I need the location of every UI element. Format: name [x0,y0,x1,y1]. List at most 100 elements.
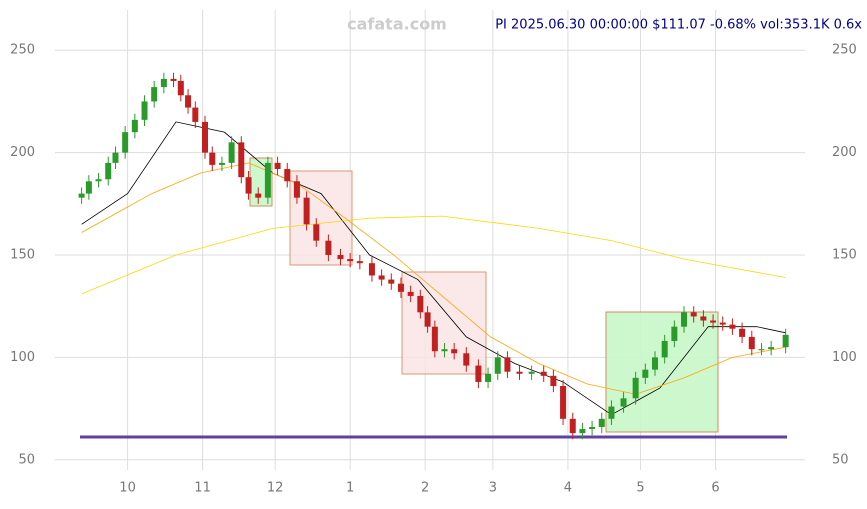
candle-body [397,283,404,292]
candle-body [131,119,138,133]
x-tick-label: 1 [346,481,354,496]
candle-body [356,261,363,264]
candle-body [671,326,678,341]
candle-body [758,349,765,351]
candle-body [652,357,658,370]
candle-body [347,259,354,262]
candle-body [451,349,458,354]
candle-body [463,353,470,366]
candle-body [85,181,92,194]
x-tick-label: 4 [564,481,572,496]
candle-body [170,78,177,81]
candle-body [378,275,385,280]
candle-body [122,132,129,153]
candle-body [598,418,605,427]
watermark: cafata.com [347,15,447,34]
candle-body [729,324,736,329]
candle-body [105,162,112,180]
candle-body [274,162,281,169]
candle-body [202,121,208,153]
candle-body [78,193,85,198]
candle-body [475,365,482,382]
candle-body [528,371,535,374]
candle-body [710,320,717,323]
candle-body [608,406,615,419]
candle-body [218,162,225,165]
x-tick-label: 10 [119,481,136,496]
candle-body [238,142,245,178]
candle-body [337,255,344,260]
candle-body [748,336,755,350]
x-tick-label: 3 [489,481,497,496]
candle-body [228,142,235,163]
x-tick-label: 2 [421,481,429,496]
candle-body [293,181,300,198]
y-tick-label: 50 [832,452,849,467]
candle-body [255,193,262,198]
candle-body [690,312,697,317]
candle-body [112,152,119,163]
candle-body [313,224,320,241]
range-box [605,311,719,433]
moving-average [81,121,786,416]
candle-body [485,373,492,382]
range-box [289,170,353,266]
y-tick-label: 200 [832,145,857,160]
candle-body [424,312,431,327]
y-tick-label: 150 [832,248,857,263]
candle-body [407,291,414,296]
candle-body [589,427,596,430]
candle-body [177,80,184,96]
candle-body [151,87,158,102]
candle-body [325,240,332,255]
candle-body [284,169,291,182]
candle-body [739,328,746,337]
moving-average [81,215,786,295]
candle-body [417,295,424,313]
candle-body [768,347,775,350]
x-tick-label: 11 [194,481,211,496]
candle-body [431,326,438,352]
candle-body [192,107,199,122]
candle-body [569,418,576,434]
chart-title: PI 2025.06.30 00:00:00 $111.07 -0.68% vo… [495,18,862,33]
y-tick-label: 200 [10,145,35,160]
range-box [401,271,487,375]
x-tick-label: 5 [636,481,644,496]
candle-body [632,377,639,399]
candle-body [160,78,167,88]
candle-body [504,357,511,372]
candle-body [264,162,271,198]
y-tick-label: 50 [18,452,35,467]
y-tick-label: 100 [832,350,857,365]
candle-body [245,177,252,194]
candle-body [560,386,567,419]
candle-body [441,349,448,352]
candle-body [95,179,102,182]
candle-body [303,197,310,225]
candle-body [141,101,148,120]
candle-body [209,152,216,165]
candle-body [185,95,192,108]
y-tick-label: 100 [10,350,35,365]
x-tick-label: 6 [711,481,719,496]
candle-body [620,398,627,407]
y-tick-label: 250 [10,43,35,58]
candle-body [388,279,395,284]
candle-body [368,263,375,276]
candle-body [550,375,557,387]
candle-body [579,429,586,434]
candle-body [661,341,668,358]
candle-body [642,369,649,378]
x-tick-label: 12 [267,481,284,496]
candle-body [681,312,688,327]
candle-body [540,371,547,376]
y-tick-label: 150 [10,248,35,263]
candle-body [719,322,726,325]
candle-body [782,334,789,348]
candle-body [700,316,707,321]
moving-average [81,162,786,395]
y-tick-label: 250 [832,43,857,58]
candle-body [516,371,523,374]
